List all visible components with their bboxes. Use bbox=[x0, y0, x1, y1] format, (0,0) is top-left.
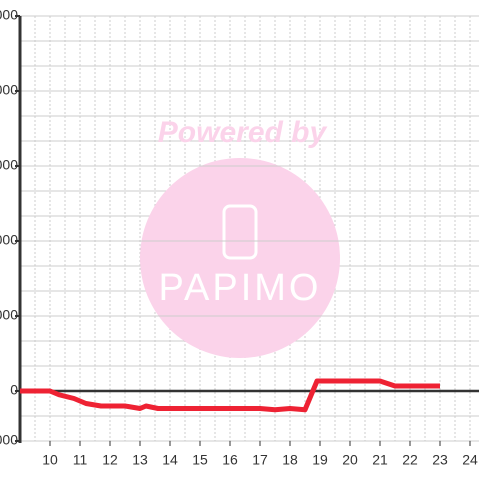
watermark-icon bbox=[222, 204, 258, 260]
x-tick-label: 12 bbox=[102, 452, 118, 468]
x-tick-label: 18 bbox=[282, 452, 298, 468]
x-tick-label: 17 bbox=[252, 452, 268, 468]
x-tick-label: 15 bbox=[192, 452, 208, 468]
watermark-logo: PAPIMO bbox=[159, 267, 322, 309]
line-series bbox=[20, 378, 440, 413]
x-tick-label: 16 bbox=[222, 452, 238, 468]
x-tick-label: 24 bbox=[462, 452, 478, 468]
x-tick-label: 14 bbox=[162, 452, 178, 468]
x-tick-label: 23 bbox=[432, 452, 448, 468]
watermark-text: Powered by bbox=[158, 116, 328, 149]
x-tick-label: 21 bbox=[372, 452, 388, 468]
y-tick-label: 120,000 bbox=[0, 82, 18, 98]
y-tick-label: -20,000 bbox=[0, 432, 18, 448]
x-tick-label: 10 bbox=[42, 452, 58, 468]
x-tick-label: 19 bbox=[312, 452, 328, 468]
x-tick-label: 13 bbox=[132, 452, 148, 468]
y-tick-label: 30,000 bbox=[0, 307, 18, 323]
x-tick-label: 22 bbox=[402, 452, 418, 468]
x-tick-label: 20 bbox=[342, 452, 358, 468]
y-tick-label: 60,000 bbox=[0, 232, 18, 248]
x-tick-label: 11 bbox=[73, 452, 88, 468]
y-tick-label: 150,000 bbox=[0, 7, 18, 23]
y-tick-label: 90,000 bbox=[0, 157, 18, 173]
y-tick-label: 0 bbox=[10, 382, 18, 398]
